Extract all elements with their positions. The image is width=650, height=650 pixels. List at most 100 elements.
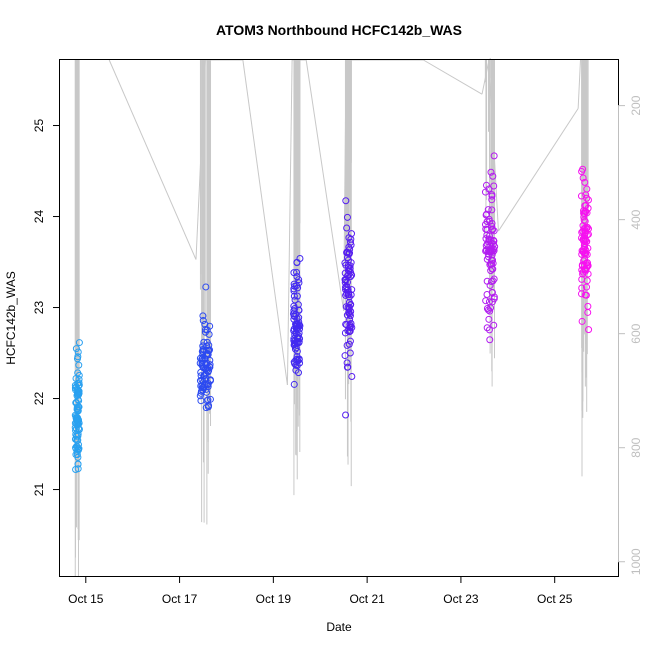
data-point [578, 250, 586, 258]
data-point [485, 298, 493, 306]
data-point [346, 264, 354, 272]
data-point [72, 345, 80, 353]
data-point [343, 341, 351, 349]
data-point [292, 366, 300, 374]
data-point [197, 387, 205, 395]
data-point [345, 293, 353, 301]
data-point [73, 432, 81, 440]
data-point [206, 356, 214, 364]
data-point [583, 259, 591, 267]
data-point [73, 416, 81, 424]
data-point [204, 403, 212, 411]
data-point [72, 445, 80, 453]
data-point [487, 260, 495, 268]
data-point [583, 264, 591, 272]
data-point [74, 453, 82, 461]
data-point [490, 247, 498, 255]
data-point [483, 324, 491, 332]
data-point [75, 375, 83, 383]
y-tick-label: 25 [32, 119, 46, 133]
x-tick-label: Oct 21 [349, 592, 385, 606]
data-point [198, 361, 206, 369]
data-point [196, 354, 204, 362]
data-point [347, 235, 355, 243]
data-point [206, 395, 214, 403]
data-point [197, 397, 205, 405]
data-point [579, 165, 587, 173]
x-tick-label: Oct 17 [162, 592, 198, 606]
data-point [74, 369, 82, 377]
data-point [579, 174, 587, 182]
data-point [486, 336, 494, 344]
data-point [201, 370, 209, 378]
data-point [490, 321, 498, 329]
data-point [488, 222, 496, 230]
pressure-segment [108, 59, 197, 260]
data-point [295, 321, 303, 329]
pressure-segment [305, 59, 345, 311]
data-point [75, 403, 83, 411]
data-point [74, 436, 82, 444]
data-point [346, 324, 354, 332]
data-point [290, 315, 298, 323]
x-tick-label: Oct 25 [537, 592, 573, 606]
data-point [290, 307, 298, 315]
right-tick-label: 400 [629, 209, 643, 229]
data-point [343, 359, 351, 367]
data-point [72, 414, 80, 422]
data-point [342, 261, 350, 269]
data-point [581, 240, 589, 248]
x-axis: Oct 15 Oct 17 Oct 19 Oct 21 Oct 23 Oct 25 [68, 576, 573, 606]
data-point [483, 291, 491, 299]
data-point [482, 246, 490, 254]
data-point [293, 292, 301, 300]
data-point [488, 191, 496, 199]
data-point [581, 291, 589, 299]
data-point [581, 217, 589, 225]
data-point [347, 291, 355, 299]
data-point [346, 262, 354, 270]
y-axis-label: HCFC142b_WAS [4, 271, 18, 365]
data-point [199, 312, 207, 320]
data-point [341, 276, 349, 284]
data-point [295, 279, 303, 287]
data-point [347, 307, 355, 315]
right-tick-label: 800 [629, 437, 643, 457]
data-point [345, 303, 353, 311]
data-point [578, 284, 586, 292]
data-point [293, 268, 301, 276]
data-point [346, 323, 354, 331]
data-point [293, 259, 301, 267]
data-point [295, 276, 303, 284]
data-point [585, 326, 593, 334]
data-points [71, 152, 593, 474]
data-point [490, 152, 498, 160]
data-point [72, 466, 80, 474]
data-point [342, 197, 350, 205]
data-point [347, 319, 355, 327]
data-point [290, 380, 298, 388]
data-point [75, 426, 83, 434]
data-point [293, 339, 301, 347]
data-point [346, 245, 354, 253]
data-point [485, 315, 493, 323]
data-point [489, 172, 497, 180]
data-point [489, 237, 497, 245]
data-point [577, 192, 585, 200]
data-point [74, 407, 82, 415]
data-point [75, 339, 83, 347]
chart-title: ATOM3 Northbound HCFC142b_WAS [216, 22, 462, 38]
data-point [488, 251, 496, 259]
data-point [580, 216, 588, 224]
pressure-segment [423, 59, 483, 95]
data-point [579, 235, 587, 243]
data-point [202, 361, 210, 369]
data-point [583, 277, 591, 285]
data-point [346, 312, 354, 320]
data-point [345, 250, 353, 258]
data-point [581, 178, 589, 186]
data-point [202, 283, 210, 291]
data-point [347, 273, 355, 281]
data-point [346, 327, 354, 335]
